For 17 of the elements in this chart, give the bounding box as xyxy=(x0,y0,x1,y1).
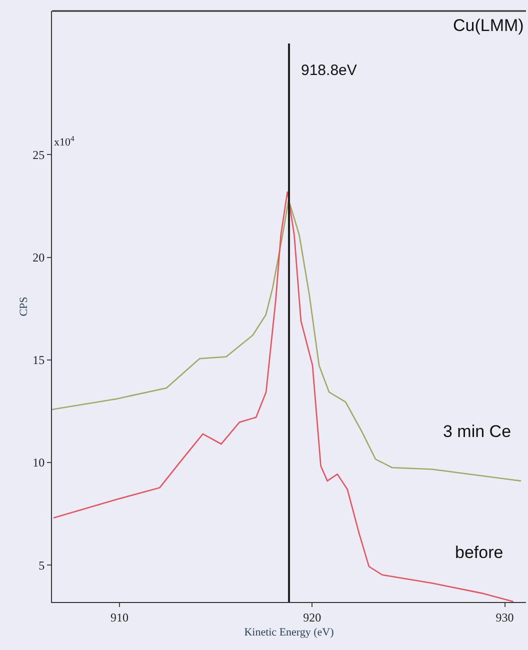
y-axis-title: CPS xyxy=(18,296,30,316)
line-series xyxy=(52,199,522,482)
series-label: before xyxy=(455,543,504,562)
x-tick-label: 920 xyxy=(303,610,322,624)
y-tick-label: 10 xyxy=(32,456,45,470)
line-series xyxy=(52,190,514,602)
annotation: Cu(LMM) xyxy=(453,16,524,35)
y-tick-label: 20 xyxy=(32,250,45,264)
y-tick-label: 15 xyxy=(32,353,45,368)
y-tick-label: 25 xyxy=(32,148,45,162)
annotation: x10$^{4}$ xyxy=(54,134,74,149)
x-tick-label: 930 xyxy=(496,610,514,624)
x-tick-label: 910 xyxy=(110,610,128,624)
y-tick-label: 5 xyxy=(38,558,45,572)
x-axis-title: Kinetic Energy (eV) xyxy=(244,626,334,639)
series-label: 3 min Ce xyxy=(443,422,512,441)
ref-line-label: 918.8eV xyxy=(301,62,357,79)
